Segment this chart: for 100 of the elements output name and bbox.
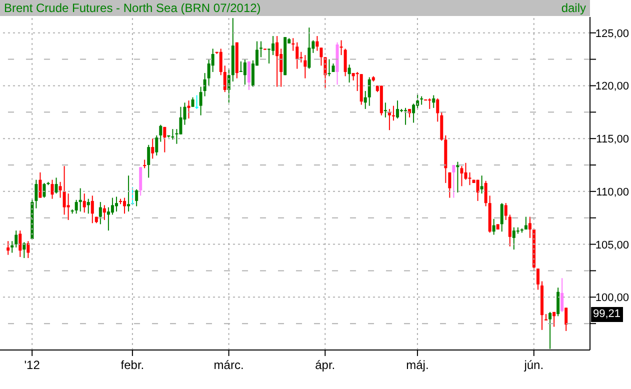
candlestick [155,134,158,156]
candlestick [328,58,331,77]
candlestick [139,166,142,196]
candlestick [22,242,26,259]
candlestick [276,36,279,88]
candlestick [468,172,472,186]
candlestick [388,108,391,131]
candlestick [368,76,371,106]
candlestick [396,100,399,119]
candlestick [556,287,560,317]
candlestick [452,164,456,198]
candlestick [90,195,94,224]
candlestick [384,102,387,118]
candlestick [348,64,351,84]
candlestick [82,193,86,214]
x-tick-label: márc. [214,358,244,372]
candlestick [223,65,226,93]
candlestick [243,58,246,86]
candlestick [480,175,484,194]
candlestick [102,204,106,220]
candlestick [504,202,508,220]
candlestick [50,179,54,200]
x-tick-label: ápr. [315,358,336,372]
candlestick [179,106,182,135]
candlestick [416,94,420,110]
candlestick [292,38,295,52]
candlestick [239,60,242,72]
y-tick-label: 100,00 [595,292,629,304]
candlestick [432,94,436,108]
candlestick [304,54,307,79]
candlestick [34,179,38,209]
candlestick [110,197,114,216]
candlestick [436,98,440,122]
candlestick [106,206,110,232]
candlestick [560,278,564,312]
candlestick [548,311,552,350]
candlestick [74,199,78,214]
candlestick [404,107,408,126]
candlestick [42,182,46,198]
candlestick [66,193,70,220]
chart-subtitle: daily [561,1,586,15]
candlestick [54,177,58,194]
candlestick [356,71,359,92]
candlestick [508,214,512,247]
text: 99,21 [591,306,623,322]
candlestick [195,94,198,110]
candlestick [114,196,118,212]
candlestick [62,166,66,216]
candlestick [412,103,416,124]
candlestick [6,240,10,256]
x-tick-label: febr. [120,358,144,372]
candlestick [392,105,395,122]
candlestick [296,42,299,70]
candlestick [500,202,504,232]
y-tick-label: 125,00 [595,28,629,40]
candlestick [528,216,532,238]
candlestick [552,311,556,328]
candlestick [199,86,202,116]
candlestick [14,230,18,248]
candlestick [86,198,90,214]
candlestick [524,216,528,230]
candlestick [38,172,42,198]
candlestick [18,230,22,258]
candlestick [247,60,250,90]
candlestick [163,126,166,153]
candlestick [127,175,130,212]
candlestick [26,240,30,259]
candlestick [171,128,174,140]
candlestick [364,90,367,110]
candlestick [123,197,126,214]
candlestick [147,144,150,178]
candlestick [159,124,162,142]
y-tick-label: 110,00 [596,186,629,198]
candlestick [98,202,102,225]
y-tick-label: 120,00 [595,80,629,93]
candlestick [58,181,62,198]
candlestick [78,188,82,212]
candlestick [512,226,516,250]
candlestick [10,240,14,254]
candlestick [260,40,262,58]
candlestick [484,180,488,207]
candlestick [316,36,319,52]
candlestick [308,27,311,70]
candlestick [340,40,343,56]
candlestick [272,36,275,56]
y-tick-label: 105,00 [595,239,629,252]
candlestick [344,48,347,77]
candlestick [320,47,323,66]
candlestick [464,162,468,180]
y-tick-label: 115,00 [596,134,629,146]
candlestick [428,98,432,110]
candlestick [187,100,190,119]
candlestick [460,166,464,187]
x-tick-label: máj. [406,358,429,372]
candlestick [448,172,452,198]
candlestick [135,188,138,207]
candlestick [492,218,496,236]
candlestick [219,48,222,76]
candlestick [536,268,540,290]
candlestick [151,138,154,160]
